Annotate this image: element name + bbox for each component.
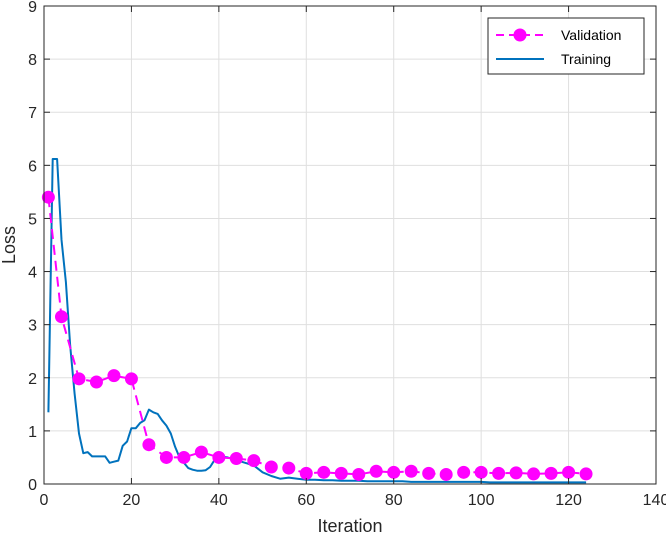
validation-point xyxy=(264,460,278,474)
validation-point xyxy=(544,466,558,480)
validation-point xyxy=(41,190,55,204)
validation-point xyxy=(107,369,121,383)
y-tick-label: 7 xyxy=(28,105,37,122)
validation-point xyxy=(89,375,103,389)
validation-point xyxy=(352,467,366,481)
validation-point xyxy=(474,465,488,479)
x-axis-label: Iteration xyxy=(317,516,382,536)
x-tick-label: 60 xyxy=(297,492,315,509)
legend-validation-marker xyxy=(513,28,527,42)
validation-point xyxy=(194,445,208,459)
plot-frame xyxy=(43,5,657,485)
x-tick-label: 40 xyxy=(210,492,228,509)
validation-point xyxy=(422,466,436,480)
x-tick-label: 80 xyxy=(385,492,403,509)
validation-point xyxy=(229,452,243,466)
y-tick-label: 4 xyxy=(28,265,37,282)
legend-validation-label: Validation xyxy=(561,27,621,43)
validation-point xyxy=(562,465,576,479)
y-axis-label: Loss xyxy=(0,226,19,264)
validation-point xyxy=(247,454,261,468)
validation-point xyxy=(527,467,541,481)
validation-point xyxy=(124,372,138,386)
validation-point xyxy=(579,467,593,481)
validation-point xyxy=(177,450,191,464)
legend: Validation Training xyxy=(487,17,645,75)
validation-point xyxy=(387,465,401,479)
legend-box xyxy=(487,17,645,75)
validation-point xyxy=(334,466,348,480)
validation-point xyxy=(212,450,226,464)
x-tick-label: 20 xyxy=(123,492,141,509)
plot-background xyxy=(44,6,656,484)
validation-point xyxy=(369,464,383,478)
validation-point xyxy=(54,310,68,324)
validation-point xyxy=(509,466,523,480)
x-tick-label: 140 xyxy=(643,492,666,509)
validation-point xyxy=(317,465,331,479)
legend-training-label: Training xyxy=(561,51,611,67)
validation-point xyxy=(142,438,156,452)
y-tick-label: 2 xyxy=(28,371,37,388)
y-tick-label: 8 xyxy=(28,52,37,69)
validation-point xyxy=(492,466,506,480)
validation-point xyxy=(72,372,86,386)
y-tick-label: 5 xyxy=(28,211,37,228)
y-tick-label: 9 xyxy=(28,0,37,16)
validation-point xyxy=(457,465,471,479)
x-tick-label: 120 xyxy=(555,492,582,509)
series-layer xyxy=(41,158,593,484)
axis-ticks: 0 20 40 60 80 100 120 140 0 1 2 3 4 5 6 7 8 9 xyxy=(28,0,666,509)
validation-point xyxy=(159,450,173,464)
y-tick-label: 0 xyxy=(28,477,37,494)
y-tick-label: 3 xyxy=(28,318,37,335)
y-tick-label: 6 xyxy=(28,158,37,175)
validation-point xyxy=(439,467,453,481)
x-tick-label: 0 xyxy=(40,492,49,509)
y-tick-label: 1 xyxy=(28,424,37,441)
validation-point xyxy=(282,461,296,475)
validation-point xyxy=(299,466,313,480)
x-tick-label: 100 xyxy=(468,492,495,509)
validation-point xyxy=(404,464,418,478)
